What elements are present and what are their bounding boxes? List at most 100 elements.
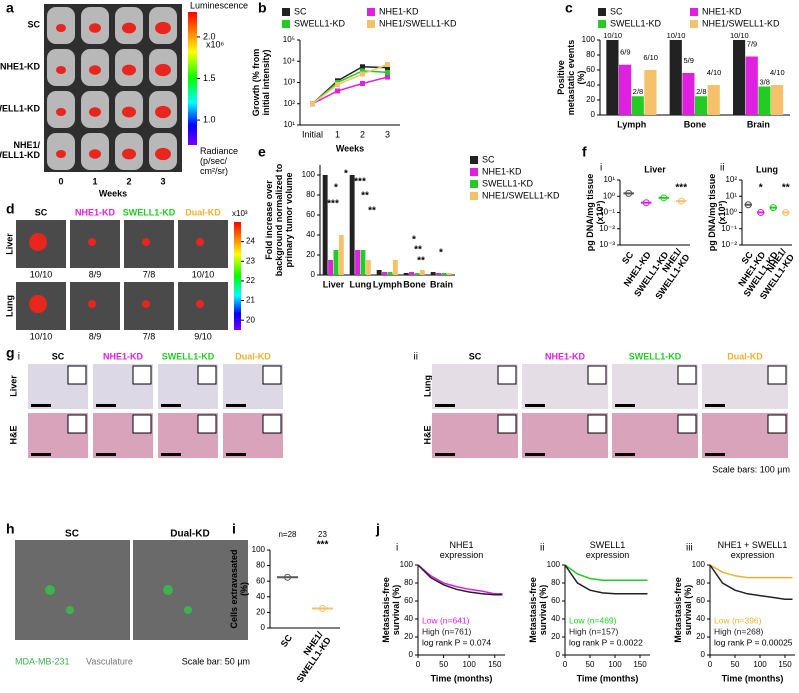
column-label: Dual-KD <box>235 351 271 361</box>
significance: *** <box>675 183 687 194</box>
x-tick-label: 0 <box>708 660 713 669</box>
panel-label: g <box>6 345 15 361</box>
scale-bar <box>705 404 725 407</box>
chart-title: Liver <box>644 164 666 174</box>
x-tick-label: 50 <box>586 660 595 669</box>
point <box>310 101 315 107</box>
legend-swatch <box>470 156 478 164</box>
x-tick-label: 0 <box>416 660 421 669</box>
significance: *** <box>317 540 329 551</box>
legend-label: Low (n=469) <box>569 615 617 625</box>
colorbar-tick-label: 1.5 <box>203 73 216 83</box>
legend-swatch <box>367 8 375 16</box>
signal <box>122 64 136 76</box>
colorbar <box>188 12 197 145</box>
row-label: NHE1/SWELL1-KD <box>0 140 40 160</box>
y-label: Metastasis-freesurvival (%) <box>673 577 693 643</box>
column-label: SC <box>469 351 482 361</box>
chart-title: Lung <box>756 164 778 174</box>
cell <box>66 606 74 614</box>
row-label: NHE1-KD <box>0 61 40 71</box>
legend-label: SC <box>294 6 307 16</box>
legend-label: NHE1-KD <box>482 166 522 176</box>
column-label: 0 <box>58 176 63 186</box>
mean-point <box>677 197 685 205</box>
column-label: 2 <box>126 176 131 186</box>
column-label: NHE1-KD <box>75 207 116 217</box>
significance: ** <box>417 256 425 267</box>
legend-label: SWELL1-KD <box>610 18 662 28</box>
inset <box>262 414 282 434</box>
legend-swatch <box>598 8 606 16</box>
count-label: 10/10 <box>30 331 53 341</box>
y-tick-label: 100 <box>400 560 414 569</box>
significance: *** <box>327 199 339 210</box>
y-tick-label: 20 <box>696 632 705 641</box>
p-value: log rank P = 0.074 <box>422 637 491 647</box>
mean-point <box>782 209 790 216</box>
y-tick-label: 20 <box>404 632 413 641</box>
signal <box>122 106 136 118</box>
colorbar-tick-label: 24 <box>246 237 255 246</box>
y-tick-label: 10⁵ <box>283 35 295 44</box>
cell <box>45 585 55 595</box>
row-label: Lung <box>4 295 14 317</box>
signal <box>89 149 101 159</box>
x-tick-label: Lymph <box>617 119 646 129</box>
value-label: 2/8 <box>696 87 706 96</box>
signal <box>155 63 171 77</box>
inset <box>132 365 152 385</box>
x-tick-label: Initial <box>302 129 323 139</box>
point <box>335 88 340 94</box>
image <box>15 540 130 640</box>
legend-label: SC <box>610 6 623 16</box>
y-tick-label: 10⁻² <box>599 224 615 233</box>
y-tick-label: 60 <box>551 596 560 605</box>
survival-curve <box>709 564 793 600</box>
colorbar-tick-label: 2.0 <box>203 31 216 41</box>
y-tick-label: 80 <box>586 50 595 59</box>
bar <box>387 272 393 275</box>
value-label: 6/10 <box>643 53 658 62</box>
x-label: Time (months) <box>431 673 493 683</box>
y-tick-label: 80 <box>551 578 560 587</box>
y-tick-label: 100 <box>692 560 706 569</box>
bar <box>376 270 382 275</box>
colorbar-title: Luminescence <box>190 0 248 10</box>
legend-vessel: Vasculature <box>86 656 133 666</box>
bar <box>409 272 414 275</box>
p-value: log rank P = 0.00025 <box>714 637 793 647</box>
column-label: 1 <box>92 176 97 186</box>
y-tick-label: 20 <box>551 632 560 641</box>
y-tick-label: 10⁴ <box>283 56 296 65</box>
legend-label: NHE1/SWELL1-KD <box>379 18 457 28</box>
bar <box>349 175 355 275</box>
chart-title: NHE1 expression <box>440 540 484 560</box>
inset <box>767 414 787 434</box>
x-label: Time (months) <box>722 673 784 683</box>
colorbar-tick-label: 23 <box>246 256 255 265</box>
y-tick-label: 40 <box>306 230 315 239</box>
legend-label: NHE1/SWELL1-KD <box>482 190 560 200</box>
bar <box>707 85 720 115</box>
x-tick-label: 100 <box>753 660 767 669</box>
x-tick-label: 3 <box>385 129 390 139</box>
y-label: pg DNA/mg tissue(x10³) <box>585 174 605 252</box>
legend-swatch <box>690 8 698 16</box>
value-label: 4/10 <box>770 68 785 77</box>
bar <box>365 260 371 275</box>
mean-point <box>642 199 650 207</box>
count-label: 9/10 <box>194 331 212 341</box>
column-label: SC <box>35 207 48 217</box>
panel-label: d <box>6 201 15 217</box>
mean-point <box>757 209 765 216</box>
scale-bar <box>435 404 455 407</box>
y-tick-label: 100 <box>582 35 596 44</box>
inset <box>132 414 152 434</box>
legend-swatch <box>598 20 606 28</box>
colorbar-tick-label: 22 <box>246 276 255 285</box>
y-tick-label: 0 <box>261 623 266 632</box>
y-tick-label: 10² <box>725 175 737 184</box>
row-label: SC <box>27 19 40 29</box>
sub-label: ii <box>540 543 544 554</box>
